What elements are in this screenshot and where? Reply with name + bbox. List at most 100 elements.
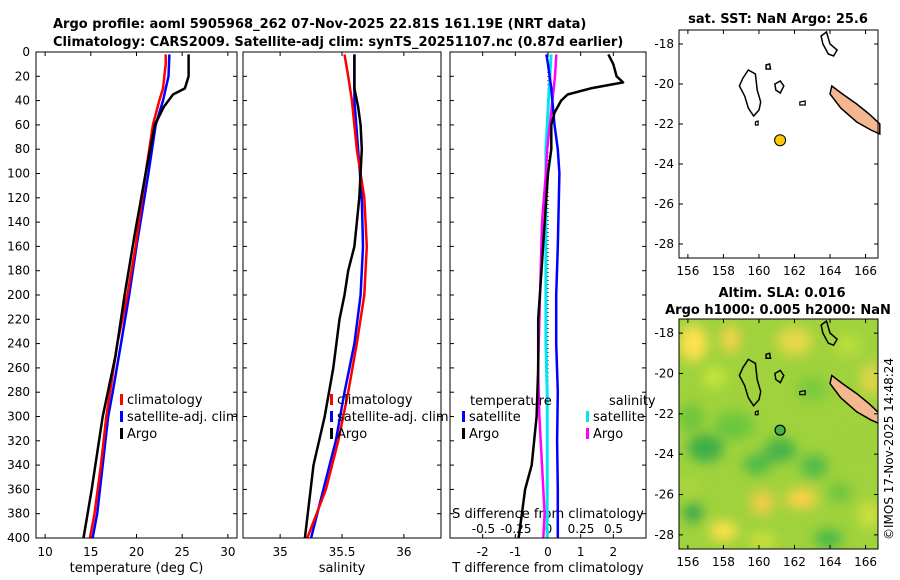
y-tick-label: -28 xyxy=(654,237,674,251)
x-tick-label: 158 xyxy=(712,264,735,278)
sla-anomaly-blob xyxy=(702,367,727,388)
y-tick-label: 160 xyxy=(7,239,30,253)
x-tick-label: 35.5 xyxy=(329,545,356,559)
legend-climatology-swatch xyxy=(330,394,333,405)
y-tick-label: 300 xyxy=(7,410,30,424)
legend-title-temperature: temperature xyxy=(470,394,552,409)
y-tick-label: -18 xyxy=(654,37,674,51)
legend-t-satellite-label: satellite xyxy=(469,410,521,425)
axes-frame xyxy=(242,51,442,539)
y-tick-label: 80 xyxy=(15,142,30,156)
satellite-clim-temperature-line xyxy=(91,54,171,539)
y-tick-label: 140 xyxy=(7,215,30,229)
y-tick-label: 60 xyxy=(15,118,30,132)
temperature-panel: 0 20 40 60 80 100 120 140 160 180 200 220 240 260 280 3… xyxy=(7,45,239,576)
y-tick-label: -26 xyxy=(654,197,674,211)
argo-position-marker xyxy=(774,134,787,147)
sla-anomaly-blob xyxy=(826,482,851,503)
sla-anomaly-blob xyxy=(800,454,829,479)
figure-title-line2: Climatology: CARS2009. Satellite-adj cli… xyxy=(53,35,623,50)
temperature-argo-diff-line xyxy=(517,53,625,539)
legend-argo-swatch xyxy=(330,428,333,439)
sst-map-panel: sat. SST: NaN Argo: 25.6 156 158 160 162 164 1… xyxy=(654,12,881,278)
x-tick-label: 162 xyxy=(783,555,806,569)
y-tick-label: 20 xyxy=(15,69,30,83)
argo-position-marker xyxy=(774,424,786,436)
sla-anomaly-blob xyxy=(785,488,818,509)
small-islet-coastline xyxy=(754,120,759,126)
imos-credit: ©IMOS 17-Nov-2025 14:48:24 xyxy=(882,358,896,540)
x-tick-label: 30 xyxy=(220,545,235,559)
legend-climatology-label: climatology xyxy=(127,393,203,408)
sla-anomaly-blob xyxy=(860,363,878,396)
sla-anomaly-blob xyxy=(709,520,738,541)
sla-anomaly-blob xyxy=(833,333,862,358)
legend-t-satellite-swatch xyxy=(462,411,465,422)
legend-climatology-label: climatology xyxy=(337,393,413,408)
legend-argo-label: Argo xyxy=(127,427,157,442)
x-tick-label: 10 xyxy=(37,545,52,559)
sst-map-frame xyxy=(678,29,879,259)
x-tick-label: 25 xyxy=(175,545,190,559)
legend-t-argo-label: Argo xyxy=(469,427,499,442)
plot-area xyxy=(243,52,441,538)
y-tick-label: 380 xyxy=(7,507,30,521)
s-tick-label: -0.25 xyxy=(500,522,531,536)
argo-temperature-line xyxy=(82,54,190,539)
sla-anomaly-blob xyxy=(720,325,741,354)
small-islet-coastline xyxy=(799,100,806,106)
y-tick-label: 340 xyxy=(7,458,30,472)
y-tick-label: 280 xyxy=(7,385,30,399)
y-tick-label: 180 xyxy=(7,264,30,278)
legend-s-argo-swatch xyxy=(586,428,589,439)
northern-reef-coastline xyxy=(820,30,839,57)
s-tick-label: -0.5 xyxy=(472,522,495,536)
y-tick-label: -24 xyxy=(654,447,674,461)
legend-s-argo-label: Argo xyxy=(593,427,623,442)
y-tick-label: 320 xyxy=(7,434,30,448)
x-tick-label: 0 xyxy=(544,545,552,559)
legend-satellite-clim-swatch xyxy=(330,411,333,422)
legend-satellite-clim-label: satellite-adj. clim xyxy=(127,410,239,425)
x-tick-label: 158 xyxy=(712,555,735,569)
x-tick-label: 160 xyxy=(748,555,771,569)
difference-panel: -2 -1 0 1 2 T difference from climatology -0.5… xyxy=(449,51,656,576)
island-coastline xyxy=(738,69,762,118)
x-tick-label: 15 xyxy=(83,545,98,559)
sla-anomaly-blob xyxy=(714,411,755,440)
reef-coastline xyxy=(774,80,785,95)
sla-anomaly-blob xyxy=(796,377,829,402)
y-tick-label: -18 xyxy=(654,326,674,340)
x-tick-label: -1 xyxy=(509,545,521,559)
new-caledonia-landmass xyxy=(829,374,878,424)
y-tick-label: -20 xyxy=(654,77,674,91)
satellite-clim-salinity-line xyxy=(309,54,365,539)
sla-anomaly-blob xyxy=(814,528,843,549)
figure-title-line1: Argo profile: aoml 5905968_262 07-Nov-20… xyxy=(53,17,586,32)
y-tick-label: 0 xyxy=(22,45,30,59)
sla-blobs xyxy=(679,325,878,549)
x-tick-label: 164 xyxy=(819,264,842,278)
sla-anomaly-blob xyxy=(679,325,708,362)
x-axis-label: salinity xyxy=(319,561,366,576)
legend-t-argo-swatch xyxy=(462,428,465,439)
northern-reef-coastline xyxy=(820,319,839,347)
legend-s-satellite-label: satellite xyxy=(593,410,645,425)
sla-anomaly-blob xyxy=(748,532,777,549)
y-tick-label: 220 xyxy=(7,312,30,326)
x-tick-label: 35 xyxy=(272,545,287,559)
sla-anomaly-blob xyxy=(764,438,797,463)
y-tick-label: 100 xyxy=(7,167,30,181)
x-axis-label: T difference from climatology xyxy=(451,561,644,576)
y-tick-label: -24 xyxy=(654,157,674,171)
legend-satellite-clim-label: satellite-adj. clim xyxy=(337,410,449,425)
y-tick-label: 260 xyxy=(7,361,30,375)
sst-map-title: sat. SST: NaN Argo: 25.6 xyxy=(688,12,868,27)
x-tick-label: 20 xyxy=(129,545,144,559)
sla-anomaly-blob xyxy=(743,454,772,475)
y-tick-label: -22 xyxy=(654,407,674,421)
s-tick-label: 0.25 xyxy=(568,522,595,536)
sla-anomaly-blob xyxy=(859,500,878,529)
x-tick-label: 160 xyxy=(748,264,771,278)
